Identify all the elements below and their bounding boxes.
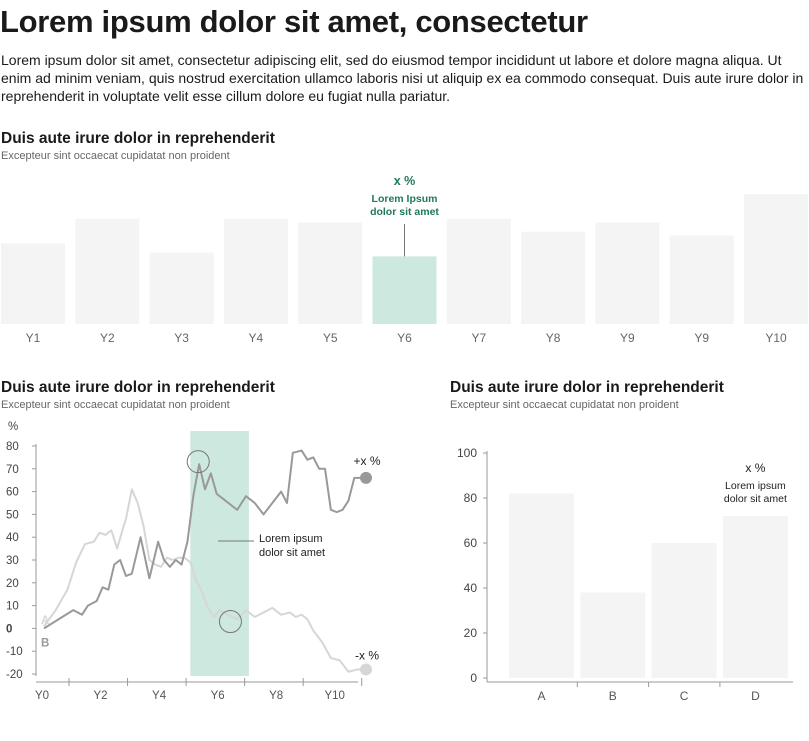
annotation-value: x % — [745, 461, 765, 475]
y-tick-label: -20 — [6, 669, 23, 681]
y-tick-label: 70 — [6, 464, 19, 476]
bar-y2 — [75, 218, 140, 324]
x-tick-label: Y2 — [94, 690, 108, 702]
y-tick-label: 20 — [6, 578, 19, 590]
intro-paragraph: Lorem ipsum dolor sit amet, consectetur … — [1, 52, 804, 104]
annotation-value: x % — [394, 174, 416, 188]
bar-y8 — [521, 231, 586, 324]
bar-d — [722, 516, 788, 678]
bar-y7 — [446, 218, 511, 324]
x-tick-label: Y6 — [211, 690, 225, 702]
series-end-point-a — [360, 663, 372, 676]
chart1-subtitle: Excepteur sint occaecat cupidatat non pr… — [1, 150, 230, 162]
chart3-subtitle: Excepteur sint occaecat cupidatat non pr… — [450, 399, 679, 411]
x-tick-label: Y1 — [26, 331, 41, 345]
x-tick-label: Y4 — [249, 331, 264, 345]
x-tick-label: Y4 — [152, 690, 167, 702]
x-tick-label: Y8 — [269, 690, 283, 702]
x-tick-label: Y5 — [323, 331, 338, 345]
page-title: Lorem ipsum dolor sit amet, consectetur — [0, 4, 588, 39]
bar-c — [651, 543, 717, 678]
chart2-line-chart: % 80 70 60 50 40 30 20 10 0 -10 -20 Y0 Y2 Y4 Y6 Y8 Y10 -x … — [6, 421, 381, 702]
x-tick-label: D — [751, 689, 760, 703]
bar-a — [509, 493, 574, 678]
x-tick-label: Y7 — [471, 331, 486, 345]
bar-y10 — [744, 194, 808, 324]
annotation-label: Lorem ipsum — [259, 533, 323, 545]
x-tick-label: B — [609, 689, 617, 703]
series-name-label: B — [41, 638, 49, 650]
x-tick-label: Y8 — [546, 331, 561, 345]
series-line-a — [43, 488, 366, 673]
series-name-label: A — [41, 615, 49, 627]
chart1-title: Duis aute irure dolor in reprehenderit — [1, 130, 275, 147]
bar-y3 — [149, 252, 214, 324]
y-tick-label: 80 — [6, 441, 19, 453]
x-tick-label: Y3 — [174, 331, 189, 345]
annotation-label: Lorem ipsum — [725, 480, 786, 492]
chart2-title: Duis aute irure dolor in reprehenderit — [1, 379, 275, 396]
y-tick-label: 100 — [457, 446, 477, 460]
bar-b — [580, 592, 646, 678]
series-end-label: -x % — [355, 648, 379, 662]
x-tick-label: Y6 — [397, 331, 412, 345]
series-end-point-b — [360, 471, 372, 484]
y-tick-label: 50 — [6, 509, 19, 521]
y-tick-label: 80 — [464, 491, 478, 505]
bar-y9 — [669, 235, 734, 324]
y-tick-label: 30 — [6, 555, 19, 567]
annotation-label: dolor sit amet — [370, 206, 439, 218]
y-tick-label: 60 — [6, 487, 19, 499]
chart1-bar-chart: Y1 Y2 Y3 Y4 Y5 Y6 Y7 Y8 Y9 Y9 Y10 x % Lorem Ipsumdol… — [1, 174, 808, 345]
y-tick-label: 0 — [470, 671, 477, 685]
series-end-label: +x % — [353, 454, 380, 468]
series-line-b — [43, 449, 366, 630]
bar-y6 — [372, 256, 437, 324]
x-tick-label: Y9 — [694, 331, 709, 345]
y-tick-label: -10 — [6, 646, 23, 658]
x-tick-label: C — [680, 689, 689, 703]
trough-circle — [218, 610, 242, 634]
annotation-label: dolor sit amet — [259, 547, 325, 559]
y-tick-label: 0 — [6, 623, 12, 635]
bar-y4 — [223, 218, 288, 324]
x-tick-label: Y10 — [324, 690, 344, 702]
chart3-title: Duis aute irure dolor in reprehenderit — [450, 379, 724, 396]
x-tick-label: Y9 — [620, 331, 635, 345]
x-tick-label: Y10 — [765, 331, 787, 345]
annotation-label: dolor sit amet — [724, 493, 787, 505]
y-tick-label: 60 — [464, 536, 478, 550]
chart2-subtitle: Excepteur sint occaecat cupidatat non pr… — [1, 399, 230, 411]
bar-y5 — [298, 222, 363, 324]
x-tick-label: Y0 — [35, 690, 49, 702]
annotation-label: Lorem Ipsum — [372, 193, 438, 205]
bar-y9 — [595, 222, 660, 324]
y-tick-label: 40 — [6, 532, 19, 544]
peak-circle — [186, 450, 210, 474]
bar-y1 — [1, 243, 65, 324]
y-tick-label: 20 — [464, 626, 478, 640]
y-tick-label: 40 — [464, 581, 478, 595]
y-axis-unit: % — [8, 421, 18, 433]
x-tick-label: A — [537, 689, 545, 703]
x-tick-label: Y2 — [100, 331, 115, 345]
y-tick-label: 10 — [6, 601, 19, 613]
